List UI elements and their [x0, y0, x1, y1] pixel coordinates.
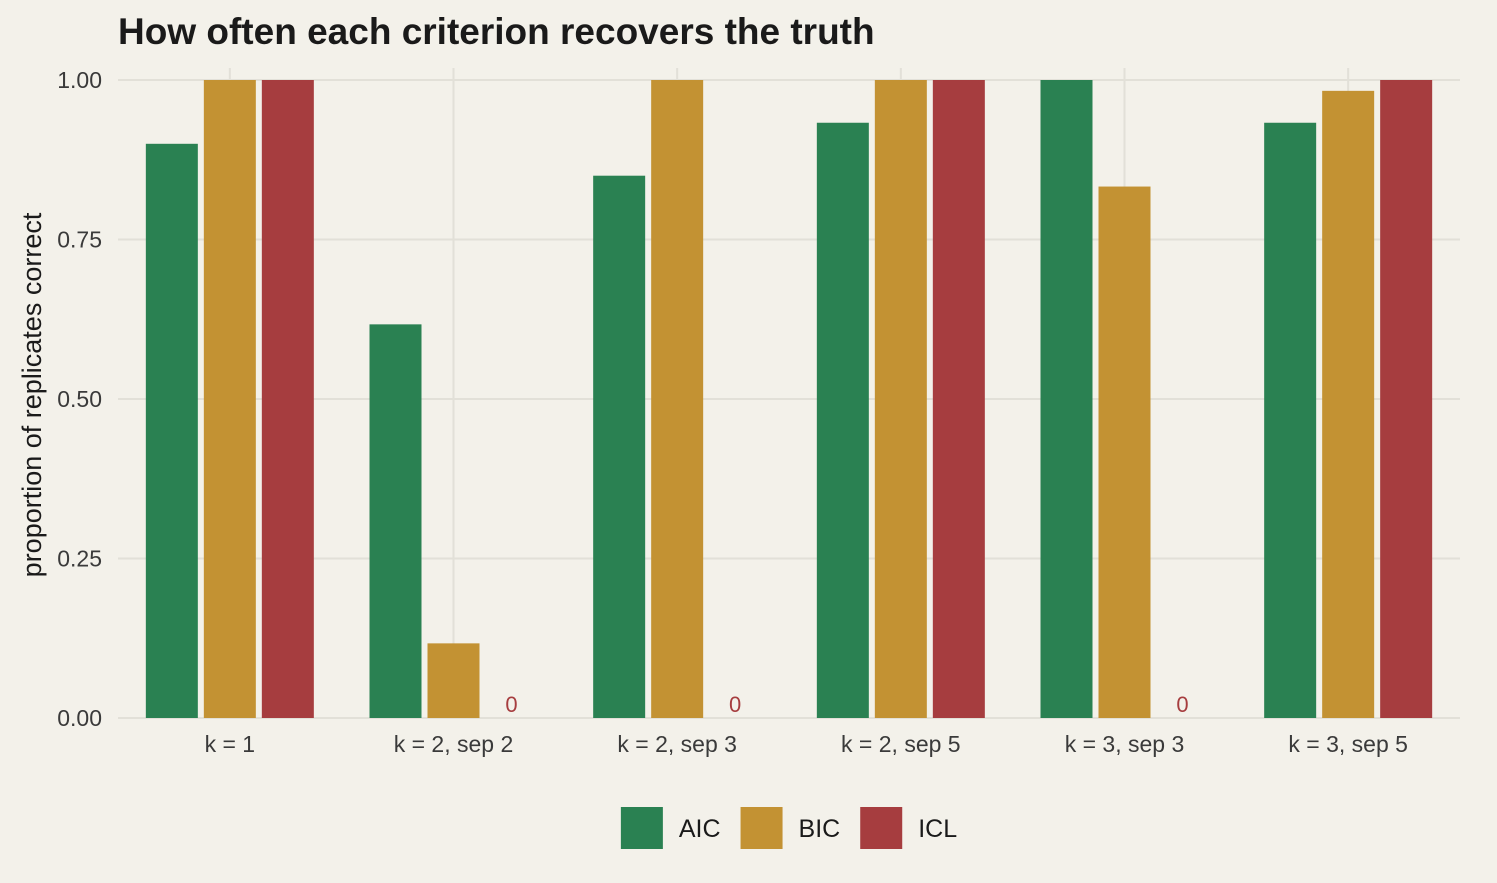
- bar-bic: [1322, 90, 1375, 718]
- x-tick-label: k = 2, sep 2: [394, 731, 514, 757]
- grid-lines: [118, 68, 1460, 719]
- bar-aic: [816, 122, 869, 719]
- chart-title: How often each criterion recovers the tr…: [118, 11, 875, 52]
- x-tick-label: k = 1: [205, 731, 256, 757]
- bar-bic: [427, 643, 480, 718]
- bar-bic: [203, 80, 256, 718]
- bar-aic: [145, 143, 198, 719]
- x-axis-ticks: k = 1 k = 2, sep 2 k = 2, sep 3 k = 2, sep …: [205, 731, 1408, 757]
- y-axis-ticks: 0.00 0.25 0.50 0.75 1.00: [57, 67, 102, 731]
- y-tick-label: 0.25: [57, 546, 102, 572]
- y-tick-label: 0.00: [57, 705, 102, 731]
- legend-label: BIC: [799, 815, 841, 843]
- y-tick-label: 1.00: [57, 67, 102, 93]
- bar-bic: [651, 80, 704, 718]
- legend-key-bic: [740, 807, 783, 849]
- bar-icl: [261, 80, 314, 718]
- bar-bic: [1098, 186, 1151, 718]
- x-tick-label: k = 3, sep 3: [1065, 731, 1185, 757]
- bars: 0 0 0: [145, 80, 1433, 719]
- y-tick-label: 0.50: [57, 386, 102, 412]
- legend-label: AIC: [679, 815, 721, 843]
- bar-aic: [369, 324, 422, 718]
- bar-icl: [932, 80, 985, 718]
- bar-icl: [1380, 80, 1433, 718]
- legend-key-aic: [620, 807, 663, 849]
- bar-aic: [1264, 122, 1317, 719]
- bar-aic: [593, 175, 646, 718]
- x-tick-label: k = 3, sep 5: [1288, 731, 1408, 757]
- bar-aic: [1040, 80, 1093, 718]
- zero-data-label: 0: [1176, 692, 1188, 717]
- zero-data-label: 0: [729, 692, 741, 717]
- legend: AIC BIC ICL: [620, 807, 957, 849]
- legend-key-icl: [860, 807, 903, 849]
- legend-label: ICL: [918, 815, 957, 843]
- x-tick-label: k = 2, sep 5: [841, 731, 961, 757]
- y-tick-label: 0.75: [57, 227, 102, 253]
- x-tick-label: k = 2, sep 3: [617, 731, 737, 757]
- y-axis-label: proportion of replicates correct: [17, 212, 47, 577]
- zero-data-label: 0: [505, 692, 517, 717]
- bar-bic: [874, 80, 927, 718]
